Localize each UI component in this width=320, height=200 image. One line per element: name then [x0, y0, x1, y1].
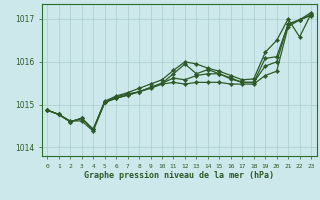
X-axis label: Graphe pression niveau de la mer (hPa): Graphe pression niveau de la mer (hPa) [84, 171, 274, 180]
